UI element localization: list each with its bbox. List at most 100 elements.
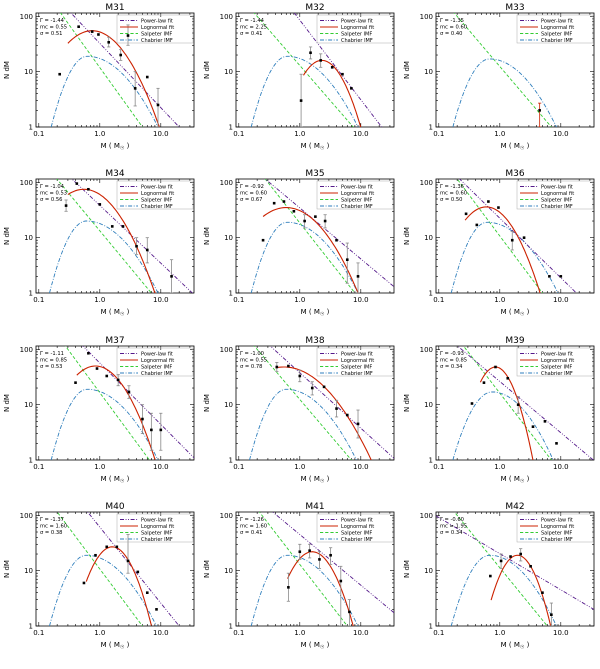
legend-label: Salpeter IMF [341, 364, 372, 370]
x-tick-label: 1.0 [294, 296, 305, 304]
data-point [335, 239, 338, 242]
data-point [90, 30, 94, 33]
plot-frame [235, 345, 395, 460]
data-point [345, 413, 349, 416]
legend-label: Power-law fit [541, 18, 573, 24]
x-tick-label: 10.0 [353, 463, 369, 471]
x-tick-label: 0.1 [233, 130, 244, 138]
x-tick-label: 1.0 [494, 130, 505, 138]
data-point [308, 549, 311, 552]
x-tick-label: 0.1 [433, 130, 444, 138]
param-line: mc = 0.55 [240, 357, 267, 363]
data-point [287, 364, 290, 367]
legend-label: Power-law fit [341, 517, 373, 523]
legend-label: Power-law fit [141, 517, 173, 523]
y-tick-label: 100 [220, 13, 233, 21]
plot-frame [235, 12, 395, 128]
legend-label: Power-law fit [141, 351, 173, 357]
data-point [322, 385, 326, 388]
x-tick-label: 10.0 [553, 130, 569, 138]
data-point [522, 236, 526, 240]
y-tick-label: 10 [424, 567, 433, 575]
y-axis-label: N dM [403, 227, 411, 245]
legend-label: Lognormal fit [141, 357, 174, 363]
legend-label: Chabrier IMF [541, 204, 573, 210]
legend-label: Lognormal fit [541, 524, 574, 530]
x-axis-label: M ( M☉ ) [301, 641, 330, 651]
x-tick-label: 10.0 [153, 629, 169, 637]
legend-label: Lognormal fit [341, 25, 374, 31]
param-line: mc = 1.60 [240, 523, 267, 529]
panel-M42: 0.1 1.0 10.0 1 10 100 M42 M ( M☉ ) N dM Γ = -0.60… [400, 499, 600, 665]
param-line: mc = 0.60 [440, 191, 467, 197]
data-point [345, 258, 349, 262]
panel-title: M32 [305, 3, 324, 13]
legend-label: Chabrier IMF [341, 370, 373, 376]
legend-label: Chabrier IMF [341, 38, 373, 44]
param-line: mc = 0.85 [40, 357, 67, 363]
param-line: σ = 0.34 [440, 364, 463, 370]
panel-title: M31 [105, 3, 124, 13]
x-tick-label: 0.1 [33, 130, 44, 138]
data-point [121, 225, 125, 228]
x-axis-label: M ( M☉ ) [501, 142, 530, 152]
plot-frame [35, 178, 195, 294]
data-point [482, 380, 486, 384]
data-point [136, 570, 140, 573]
data-point [529, 564, 532, 568]
y-tick-label: 10 [24, 234, 33, 242]
y-tick-label: 10 [224, 401, 233, 409]
legend-label: Power-law fit [141, 185, 173, 191]
legend-label: Salpeter IMF [341, 530, 372, 536]
panel-M40: 0.1 1.0 10.0 1 10 100 M40 M ( M☉ ) N dM Γ = -1.37… [0, 499, 200, 665]
data-point [98, 203, 102, 206]
data-point [335, 406, 338, 410]
y-axis-label: N dM [203, 61, 211, 79]
x-tick-label: 0.1 [33, 629, 44, 637]
plot-M32: 0.1 1.0 10.0 1 10 100 M32 M ( M☉ ) N dM Γ = -1.44… [203, 3, 395, 152]
data-point [348, 610, 351, 613]
panel-M31: 0.1 1.0 10.0 1 10 100 M31 M ( M☉ ) N dM Γ = -1.44… [0, 0, 200, 166]
panel-M34: 0.1 1.0 10.0 1 10 100 M34 M ( M☉ ) N dM Γ = -1.04… [0, 166, 200, 332]
y-tick-label: 1 [29, 290, 33, 298]
x-tick-label: 0.1 [433, 629, 444, 637]
param-line: σ = 0.53 [40, 364, 62, 370]
data-point [550, 613, 553, 616]
y-tick-label: 1 [29, 456, 33, 464]
param-line: mc = 0.53 [40, 191, 67, 197]
param-line: mc = 0.60 [240, 191, 267, 197]
x-tick-label: 1.0 [294, 130, 305, 138]
legend-label: Salpeter IMF [541, 530, 572, 536]
x-tick-label: 1.0 [94, 130, 105, 138]
x-axis-label: M ( M☉ ) [301, 308, 330, 318]
plot-frame [235, 178, 395, 294]
x-tick-label: 10.0 [553, 463, 569, 471]
legend-label: Chabrier IMF [141, 204, 173, 210]
data-point [356, 275, 360, 278]
data-point [548, 275, 551, 278]
data-point [145, 75, 149, 79]
panel-M39: 0.1 1.0 10.0 1 10 100 M39 M ( M☉ ) N dM Γ = -0.93… [400, 333, 600, 499]
param-line: σ = 0.41 [240, 31, 262, 37]
y-tick-label: 10 [224, 234, 233, 242]
y-axis-label: N dM [3, 61, 11, 79]
data-point [519, 552, 522, 556]
plot-frame [235, 511, 395, 627]
x-tick-label: 0.1 [233, 463, 244, 471]
panel-title: M41 [305, 502, 324, 512]
y-tick-label: 100 [20, 512, 33, 520]
y-tick-label: 1 [429, 290, 433, 298]
param-line: σ = 0.50 [440, 197, 462, 203]
x-tick-label: 1.0 [294, 629, 305, 637]
param-line: mc = 2.25 [240, 25, 267, 31]
legend-box [316, 181, 394, 210]
legend-label: Lognormal fit [141, 25, 174, 31]
y-tick-label: 100 [20, 13, 33, 21]
param-line: Γ = -1.44 [240, 18, 265, 24]
plot-M42: 0.1 1.0 10.0 1 10 100 M42 M ( M☉ ) N dM Γ = -0.60… [403, 502, 595, 650]
panel-M35: 0.1 1.0 10.0 1 10 100 M35 M ( M☉ ) N dM Γ = -0.92… [200, 166, 400, 332]
plot-M33: 0.1 1.0 10.0 1 10 100 M33 M ( M☉ ) N dM Γ = -1.35… [403, 3, 595, 152]
data-point [329, 553, 332, 557]
legend-box [316, 14, 394, 44]
